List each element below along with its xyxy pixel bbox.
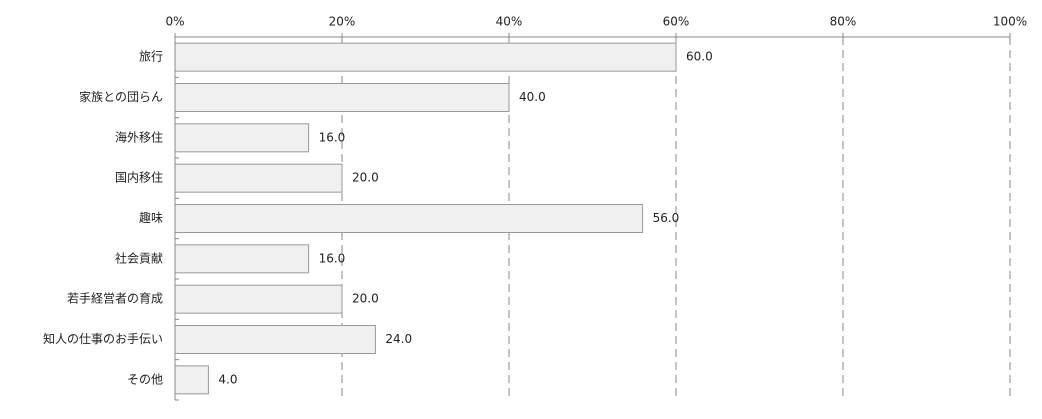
bar	[174, 284, 343, 314]
bar	[174, 325, 376, 354]
y-tick-label: 旅行	[139, 50, 163, 64]
value-label: 56.0	[653, 211, 680, 225]
x-tick-label: 0%	[165, 15, 184, 29]
value-label: 4.0	[218, 372, 237, 386]
y-tick-label: 趣味	[139, 210, 163, 225]
x-tick-label: 100%	[993, 15, 1027, 29]
value-label: 24.0	[385, 332, 412, 346]
value-label: 60.0	[686, 50, 713, 64]
bar	[174, 83, 510, 112]
y-tick-label: 海外移住	[115, 129, 163, 144]
y-tick-label: 知人の仕事のお手伝い	[43, 332, 163, 346]
x-tick-label: 40%	[496, 15, 523, 29]
bar	[174, 42, 677, 72]
bar	[174, 123, 310, 153]
value-label: 16.0	[319, 251, 346, 265]
value-label: 20.0	[352, 171, 379, 185]
value-label: 16.0	[319, 130, 346, 144]
value-label: 40.0	[519, 90, 546, 104]
y-tick-label: 若手経営者の育成	[67, 291, 163, 306]
x-tick-label: 60%	[663, 15, 690, 29]
y-tick-label: 国内移住	[115, 171, 163, 185]
y-tick-label: 社会貢献	[115, 250, 163, 265]
y-tick-label: その他	[127, 372, 163, 386]
bar	[174, 365, 209, 395]
y-tick-label: 家族との団らん	[79, 89, 163, 104]
x-tick-label: 80%	[830, 15, 857, 29]
value-label: 20.0	[352, 292, 379, 306]
x-tick-label: 20%	[329, 15, 356, 29]
bar	[174, 163, 343, 193]
bar	[174, 244, 310, 274]
bar	[174, 204, 644, 233]
